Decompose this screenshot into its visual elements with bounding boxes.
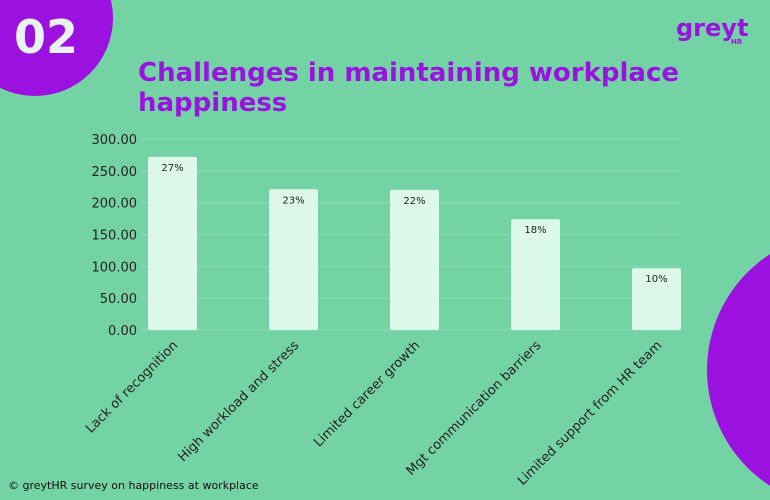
bar bbox=[511, 219, 560, 330]
x-tick-label: High workload and stress bbox=[175, 338, 302, 465]
badge: 02 bbox=[14, 10, 79, 64]
logo-sub: HR bbox=[731, 38, 743, 46]
x-tick-label: Mgt communication barriers bbox=[404, 338, 545, 479]
bar bbox=[390, 189, 439, 330]
bar bbox=[269, 189, 318, 330]
x-tick-label: Limited support from HR team bbox=[515, 338, 665, 488]
bar bbox=[148, 156, 197, 330]
x-tick-label: Lack of recognition bbox=[83, 338, 181, 436]
bar-label: 18% bbox=[524, 225, 546, 236]
bar-label: 23% bbox=[282, 195, 304, 206]
y-tick-label: 250.00 bbox=[92, 165, 138, 180]
y-tick-label: 150.00 bbox=[92, 229, 138, 244]
bar bbox=[632, 268, 681, 330]
bar-label: 10% bbox=[645, 274, 667, 285]
y-tick-label: 200.00 bbox=[92, 197, 138, 212]
footer: © greytHR survey on happiness at workpla… bbox=[8, 479, 259, 492]
y-tick-label: 300.00 bbox=[92, 133, 138, 148]
logo: greyt bbox=[676, 14, 749, 42]
y-tick-label: 50.00 bbox=[100, 292, 137, 307]
decor-circle bbox=[0, 0, 113, 96]
bar-label: 22% bbox=[403, 196, 425, 207]
chart-title: Challenges in maintaining workplace happ… bbox=[138, 58, 679, 118]
y-tick-label: 100.00 bbox=[92, 260, 138, 275]
decor-circle bbox=[707, 254, 770, 486]
bar-label: 27% bbox=[161, 163, 183, 174]
y-tick-label: 0.00 bbox=[108, 324, 137, 339]
x-tick-label: Limited career growth bbox=[311, 338, 423, 450]
